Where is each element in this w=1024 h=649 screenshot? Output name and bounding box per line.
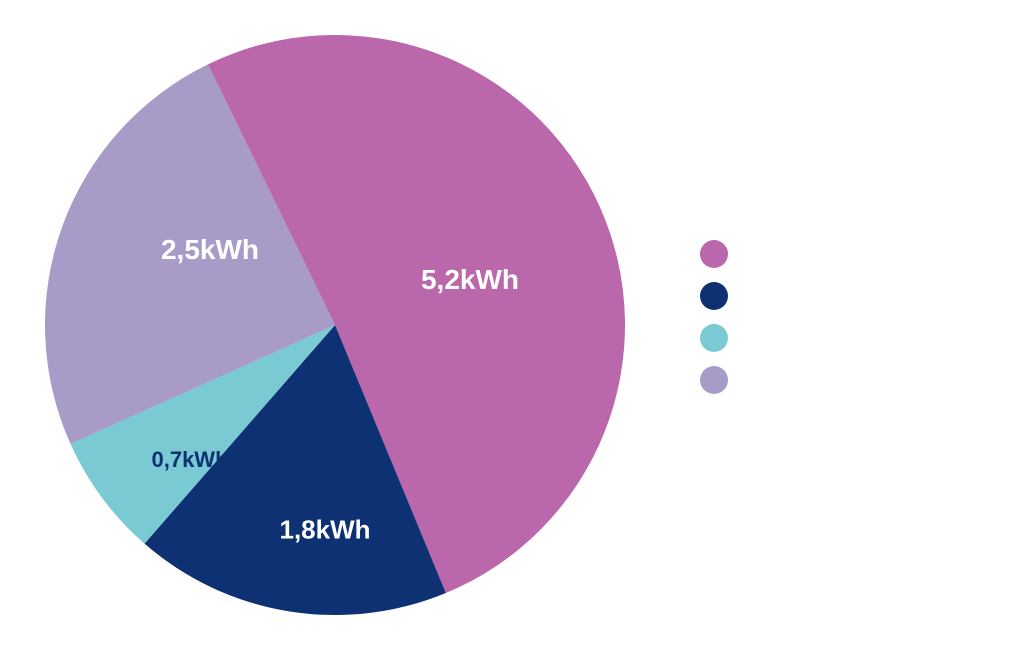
pie-svg bbox=[40, 30, 630, 620]
legend-swatch-icon bbox=[700, 282, 728, 310]
legend-item bbox=[700, 324, 742, 352]
legend-item bbox=[700, 240, 742, 268]
legend-swatch-icon bbox=[700, 240, 728, 268]
legend bbox=[700, 240, 742, 394]
pie-chart: 5,2kWh 1,8kWh 0,7kWh 2,5kWh bbox=[40, 30, 630, 620]
legend-swatch-icon bbox=[700, 366, 728, 394]
legend-item bbox=[700, 366, 742, 394]
legend-swatch-icon bbox=[700, 324, 728, 352]
legend-item bbox=[700, 282, 742, 310]
